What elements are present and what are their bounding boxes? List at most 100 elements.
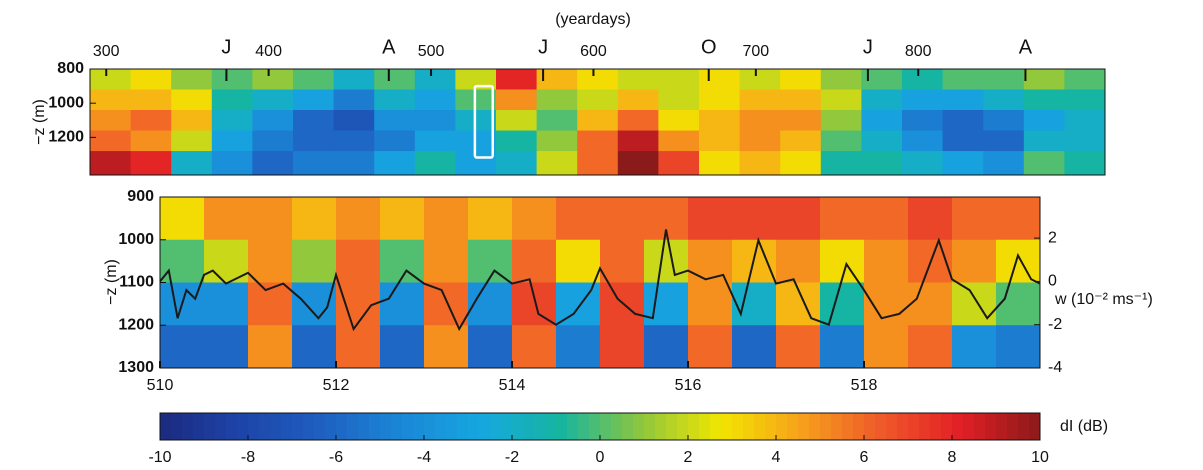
heatmap-cell — [739, 110, 781, 132]
month-label: J — [221, 36, 231, 58]
colorbar-swatch — [567, 413, 579, 440]
heatmap-cell — [688, 282, 733, 326]
colorbar-swatch — [743, 413, 755, 440]
heatmap-cell — [248, 197, 293, 241]
heatmap-cell — [688, 197, 733, 241]
heatmap-cell — [644, 239, 689, 283]
heatmap-cell — [699, 130, 741, 152]
heatmap-cell — [556, 197, 601, 241]
heatmap-cell — [414, 110, 456, 132]
heatmap-cell — [211, 130, 253, 152]
y-tick-label: 1100 — [119, 274, 154, 291]
y2-tick-label: 0 — [1048, 273, 1057, 290]
heatmap-cell — [1023, 130, 1065, 152]
colorbar-swatch — [930, 413, 942, 440]
colorbar-swatch — [985, 413, 997, 440]
heatmap-cell — [739, 151, 781, 176]
heatmap-cell — [617, 110, 659, 132]
heatmap-cell — [820, 130, 862, 152]
heatmap-cell — [617, 69, 659, 91]
colorbar-swatch — [941, 413, 953, 440]
month-label: A — [382, 36, 396, 58]
heatmap-cell — [1023, 151, 1065, 176]
colorbar-swatch — [765, 413, 777, 440]
heatmap-cell — [204, 197, 249, 241]
colorbar-tick-label: -6 — [329, 449, 343, 466]
heatmap-cell — [171, 130, 213, 152]
colorbar-swatch — [534, 413, 546, 440]
heatmap-cell — [942, 89, 984, 111]
colorbar-swatch — [589, 413, 601, 440]
colorbar-swatch — [710, 413, 722, 440]
heatmap-cell — [424, 239, 469, 283]
heatmap-cell — [90, 89, 132, 111]
colorbar-swatch — [897, 413, 909, 440]
y2-axis-label: w (10⁻² ms⁻¹) — [1054, 291, 1153, 308]
colorbar-swatch — [611, 413, 623, 440]
heatmap-cell — [292, 239, 337, 283]
heatmap-cell — [600, 239, 645, 283]
x-tick-label: 510 — [147, 377, 174, 394]
heatmap-cell — [374, 151, 416, 176]
colorbar-swatch — [270, 413, 282, 440]
heatmap-cell — [996, 197, 1041, 241]
heatmap-cell — [942, 110, 984, 132]
heatmap-cell — [861, 110, 903, 132]
colorbar-tick-label: 10 — [1031, 449, 1049, 466]
heatmap-cell — [600, 197, 645, 241]
colorbar-swatch — [600, 413, 612, 440]
w-line — [159, 229, 1041, 332]
x-tick-label: 500 — [418, 43, 445, 60]
colorbar-swatch — [237, 413, 249, 440]
heatmap-cell — [496, 130, 538, 152]
y2-tick-label: -4 — [1048, 359, 1062, 376]
heatmap-cell — [536, 110, 578, 132]
heatmap-cell — [496, 89, 538, 111]
colorbar-swatch — [919, 413, 931, 440]
colorbar-swatch — [424, 413, 436, 440]
heatmap-cell — [780, 110, 822, 132]
x-tick-label: 800 — [905, 43, 932, 60]
colorbar-swatch — [853, 413, 865, 440]
x-tick-label: 512 — [323, 377, 350, 394]
colorbar-swatch — [259, 413, 271, 440]
colorbar-swatch — [512, 413, 524, 440]
colorbar-swatch — [622, 413, 634, 440]
colorbar-swatch — [732, 413, 744, 440]
heatmap-cell — [577, 130, 619, 152]
heatmap-cell — [248, 282, 293, 326]
colorbar-swatch — [358, 413, 370, 440]
heatmap-cell — [252, 130, 294, 152]
x-tick-label: 600 — [580, 43, 607, 60]
heatmap-cell — [380, 197, 425, 241]
colorbar-swatch — [468, 413, 480, 440]
heatmap-cell — [512, 282, 557, 326]
colorbar-swatch — [721, 413, 733, 440]
colorbar-swatch — [864, 413, 876, 440]
month-label: O — [701, 36, 717, 58]
colorbar-label: dI (dB) — [1060, 418, 1108, 435]
heatmap-cell — [732, 197, 777, 241]
heatmap-cell — [902, 89, 944, 111]
heatmap-cell — [204, 325, 249, 369]
heatmap-cell — [374, 110, 416, 132]
colorbar-swatch — [281, 413, 293, 440]
heatmap-cell — [1064, 69, 1106, 91]
colorbar-swatch — [204, 413, 216, 440]
colorbar-swatch — [292, 413, 304, 440]
heatmap-cell — [688, 325, 733, 369]
heatmap-cell — [902, 151, 944, 176]
heatmap-cell — [380, 325, 425, 369]
heatmap-cell — [292, 325, 337, 369]
colorbar-swatch — [787, 413, 799, 440]
heatmap-cell — [336, 239, 381, 283]
heatmap-cell — [1064, 130, 1106, 152]
heatmap-cell — [90, 151, 132, 176]
heatmap-cell — [983, 151, 1025, 176]
heatmap-cell — [699, 110, 741, 132]
colorbar-swatch — [952, 413, 964, 440]
month-label: J — [538, 36, 548, 58]
heatmap-cell — [617, 130, 659, 152]
colorbar-swatch — [633, 413, 645, 440]
heatmap-cell — [780, 151, 822, 176]
